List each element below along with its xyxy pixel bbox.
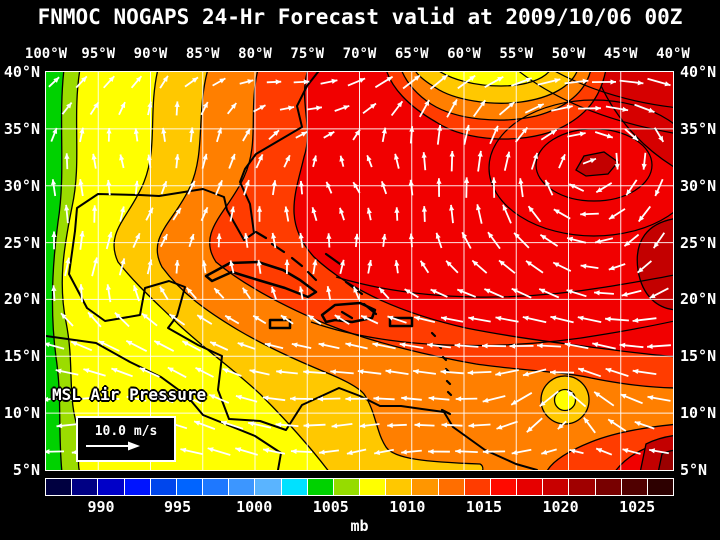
colorbar-segment	[464, 479, 491, 495]
lat-tick: 30°N	[680, 176, 717, 195]
lon-tick: 95°W	[81, 46, 116, 62]
colorbar-segment	[203, 479, 230, 495]
colorbar-segment	[281, 479, 308, 495]
lat-tick: 40°N	[680, 63, 717, 81]
colorbar-segment	[438, 479, 465, 495]
lat-tick: 35°N	[3, 119, 40, 138]
colorbar-segment	[124, 479, 151, 495]
colorbar-segment	[595, 479, 622, 495]
pressure-map-svg	[46, 72, 673, 470]
lon-tick: 65°W	[394, 46, 429, 62]
high-center-cell	[575, 151, 619, 177]
lon-tick: 100°W	[24, 46, 68, 62]
colorbar-segment	[150, 479, 177, 495]
lat-tick: 20°N	[680, 290, 717, 309]
colorbar-segment	[569, 479, 596, 495]
lon-tick: 75°W	[290, 46, 325, 62]
colorbar-tick: 1015	[465, 498, 503, 516]
lat-tick: 15°N	[680, 347, 717, 366]
wind-legend-box: 10.0 m/s	[76, 416, 176, 462]
colorbar-segment	[412, 479, 439, 495]
lat-tick: 35°N	[680, 119, 717, 138]
wind-reference-arrow-icon	[86, 441, 140, 451]
product-title: FNMOC NOGAPS 24-Hr Forecast valid at 200…	[37, 5, 683, 29]
lat-tick: 5°N	[12, 460, 40, 479]
lon-tick: 45°W	[603, 46, 638, 62]
island-hispaniola	[320, 301, 377, 324]
lon-tick: 70°W	[342, 46, 377, 62]
colorbar-segment	[333, 479, 361, 495]
wind-legend-label: 10.0 m/s	[94, 424, 158, 439]
lat-tick: 20°N	[3, 290, 40, 309]
lon-tick: 55°W	[499, 46, 534, 62]
wind-arrows-layer	[46, 74, 671, 456]
island-cuba	[204, 260, 318, 299]
colorbar-tick: 1000	[236, 498, 273, 516]
coastlines	[46, 72, 538, 470]
lon-tick: 60°W	[447, 46, 481, 62]
pressure-band-dark-east	[636, 218, 673, 311]
colorbar-tick: 1020	[542, 498, 579, 516]
field-label: MSL Air Pressure	[52, 385, 207, 404]
colorbar-segment	[307, 479, 334, 495]
colorbar-segment	[543, 479, 570, 495]
colorbar-segment	[72, 479, 99, 495]
colorbar-tick: 990	[87, 498, 115, 516]
lat-tick: 10°N	[3, 404, 40, 423]
lon-tick: 90°W	[133, 46, 168, 62]
colorbar-segment	[255, 479, 282, 495]
coast-us-east-gulf	[74, 72, 319, 241]
colorbar-tick: 995	[164, 498, 192, 516]
island-jamaica	[268, 318, 292, 330]
lon-tick: 40°W	[656, 46, 690, 62]
map-area: MSL Air Pressure 10.0 m/s	[45, 71, 674, 471]
colorbar-tick: 1005	[312, 498, 349, 516]
colorbar-tick: 1010	[389, 498, 426, 516]
lat-tick: 15°N	[3, 347, 40, 366]
colorbar-segment	[517, 479, 544, 495]
colorbar-segment	[386, 479, 413, 495]
colorbar-segment	[647, 479, 674, 495]
colorbar-segment	[46, 479, 73, 495]
lon-tick: 80°W	[238, 46, 272, 62]
colorbar-segment	[98, 479, 125, 495]
lat-tick: 30°N	[3, 176, 40, 195]
lat-tick: 25°N	[3, 233, 40, 252]
colorbar	[45, 478, 674, 496]
colorbar-tick: 1025	[619, 498, 656, 516]
lat-tick: 40°N	[3, 63, 40, 81]
colorbar-segment	[490, 479, 518, 495]
pressure-band-dark-se-core	[657, 449, 673, 470]
colorbar-segment	[621, 479, 648, 495]
island-puertorico	[388, 316, 414, 328]
colorbar-segment	[229, 479, 256, 495]
coast-mexico-centralamerica	[68, 230, 538, 470]
lat-tick: 25°N	[680, 233, 717, 252]
lon-tick: 50°W	[551, 46, 586, 62]
colorbar-unit: mb	[350, 517, 369, 535]
lat-tick: 10°N	[680, 404, 717, 423]
lon-tick: 85°W	[185, 46, 220, 62]
colorbar-segment	[176, 479, 204, 495]
lat-tick: 5°N	[680, 460, 708, 479]
colorbar-segment	[360, 479, 387, 495]
